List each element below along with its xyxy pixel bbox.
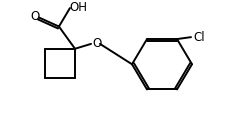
Text: Cl: Cl <box>192 31 204 44</box>
Text: OH: OH <box>69 1 86 14</box>
Text: O: O <box>30 10 39 23</box>
Text: O: O <box>92 37 101 50</box>
